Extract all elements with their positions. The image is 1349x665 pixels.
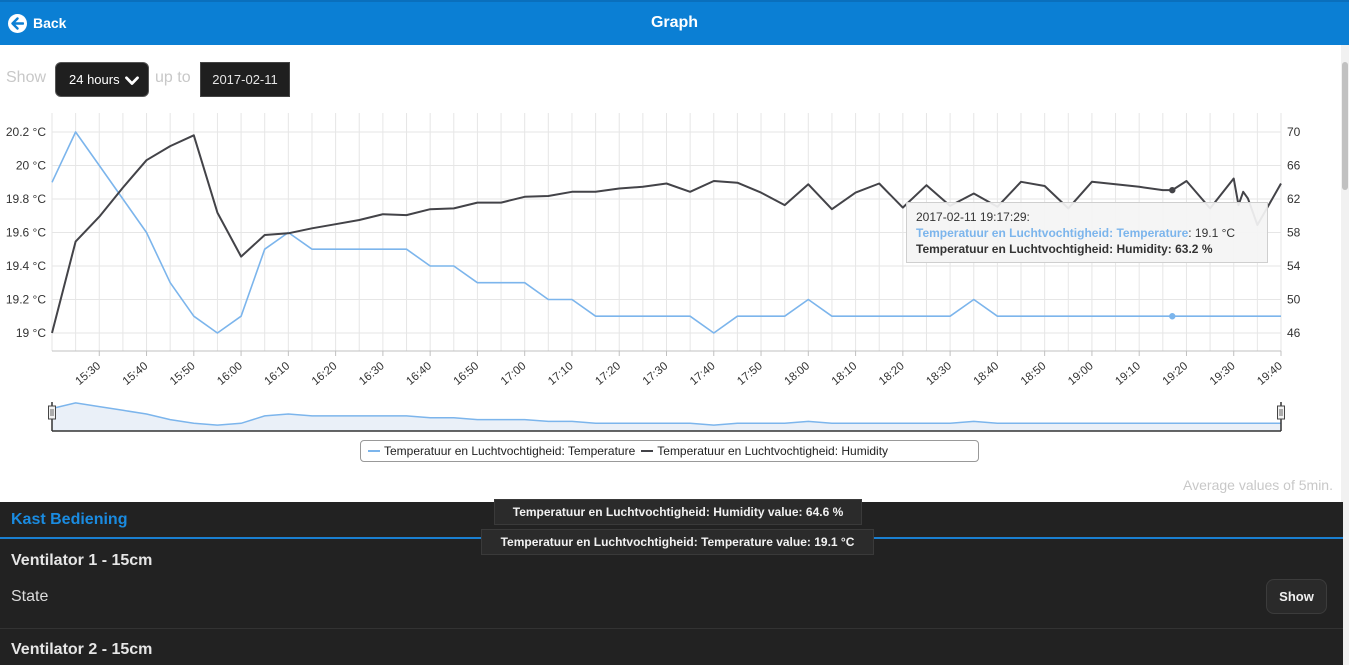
y-tick-label-right: 70.2 % xyxy=(1287,125,1300,139)
x-tick-label: 18:40 xyxy=(972,360,1002,388)
arrow-left-icon xyxy=(8,13,27,33)
navigator-area xyxy=(52,402,1281,431)
y-tick-label-right: 46 % xyxy=(1287,326,1300,340)
x-tick-label: 18:10 xyxy=(830,360,860,388)
hover-marker-humidity xyxy=(1169,186,1176,194)
y-tick-label-left: 19.8 °C xyxy=(6,192,46,206)
row-divider xyxy=(0,628,1343,629)
panel-title: Kast Bediening xyxy=(11,511,128,528)
y-tick-label-right: 58.1 % xyxy=(1287,226,1300,240)
x-tick-label: 17:20 xyxy=(593,360,623,388)
x-tick-label: 19:10 xyxy=(1113,360,1143,388)
tooltip-temp-value: : 19.1 °C xyxy=(1188,226,1236,240)
show-label: Show xyxy=(6,69,47,86)
hover-tooltip-temperature: Temperatuur en Luchtvochtigheid: Tempera… xyxy=(481,529,874,555)
average-note: Average values of 5min. xyxy=(1183,477,1333,493)
x-tick-label: 17:10 xyxy=(546,360,576,388)
x-tick-label: 16:10 xyxy=(263,360,293,388)
chart-tooltip: 2017-02-11 19:17:29: Temperatuur en Luch… xyxy=(906,202,1268,263)
x-tick-label: 16:00 xyxy=(215,360,245,388)
y-tick-label-left: 19 °C xyxy=(16,326,46,340)
line-chart[interactable]: 19 °C 19.2 °C 19.4 °C 19.6 °C 19.8 °C 20 °C 20… xyxy=(0,105,1300,440)
page-title: Graph xyxy=(650,14,699,31)
x-tick-label: 15:50 xyxy=(168,360,198,388)
hover-marker-temperature xyxy=(1169,313,1176,320)
back-label: Back xyxy=(33,15,67,31)
tooltip-hum-value: : 63.2 % xyxy=(1167,242,1213,256)
x-tick-label: 17:30 xyxy=(641,360,671,388)
x-tick-label: 19:40 xyxy=(1255,360,1285,388)
y-tick-label-right: 54.07 % xyxy=(1287,259,1300,273)
series-line-humidity xyxy=(51,134,1282,334)
range-select[interactable]: 24 hours xyxy=(55,62,149,97)
scrollbar-track[interactable] xyxy=(1341,45,1349,665)
legend-line-icon xyxy=(368,450,380,452)
x-tick-label: 19:30 xyxy=(1208,360,1238,388)
tooltip-temp-name: Temperatuur en Luchtvochtigheid: Tempera… xyxy=(916,226,1189,240)
x-tick-label: 17:00 xyxy=(499,360,529,388)
navigator-handle-left[interactable] xyxy=(48,405,56,420)
hover-tooltip-humidity: Temperatuur en Luchtvochtigheid: Humidit… xyxy=(494,499,862,525)
y-tick-label-left: 20.2 °C xyxy=(6,125,46,139)
x-tick-label: 16:50 xyxy=(452,360,482,388)
tooltip-temp-row: Temperatuur en Luchtvochtigheid: Tempera… xyxy=(916,225,1258,241)
y-tick-label-right: 50.03 % xyxy=(1287,293,1300,307)
x-tick-label: 18:50 xyxy=(1019,360,1049,388)
y-tick-label-left: 20 °C xyxy=(16,159,46,173)
device-name: Ventilator 1 - 15cm xyxy=(11,552,153,569)
date-picker[interactable]: 2017-02-11 xyxy=(200,62,290,97)
x-tick-label: 17:40 xyxy=(688,360,718,388)
y-tick-label-left: 19.2 °C xyxy=(6,293,46,307)
legend-label-temperature: Temperatuur en Luchtvochtigheid: Tempera… xyxy=(384,444,636,458)
legend-line-icon xyxy=(641,450,654,452)
chevron-down-icon xyxy=(125,74,139,89)
x-tick-label: 16:20 xyxy=(310,360,340,388)
y-tick-label-right: 66.17 % xyxy=(1287,159,1300,173)
tooltip-time: 2017-02-11 19:17:29: xyxy=(916,210,1030,224)
y-tick-label-right: 62.13 % xyxy=(1287,192,1300,206)
y-tick-label-left: 19.6 °C xyxy=(6,226,46,240)
y-tick-label-left: 19.4 °C xyxy=(6,259,46,273)
back-button[interactable]: Back xyxy=(8,12,66,34)
tooltip-hum-name: Temperatuur en Luchtvochtigheid: Humidit… xyxy=(916,242,1168,256)
device-name: Ventilator 2 - 15cm xyxy=(11,641,153,658)
navigator-handle-right[interactable] xyxy=(1277,405,1285,420)
x-tick-label: 15:40 xyxy=(121,360,151,388)
x-tick-label: 18:20 xyxy=(877,360,907,388)
navigator-line xyxy=(51,402,1281,426)
x-tick-label: 18:30 xyxy=(924,360,954,388)
legend-label-humidity: Temperatuur en Luchtvochtigheid: Humidit… xyxy=(657,444,889,458)
x-tick-label: 16:40 xyxy=(404,360,434,388)
show-button[interactable]: Show xyxy=(1266,579,1327,614)
x-tick-label: 19:20 xyxy=(1161,360,1191,388)
range-value: 24 hours xyxy=(69,72,120,87)
control-panel: Kast Bediening Ventilator 1 - 15cm State… xyxy=(0,502,1343,665)
upto-label: up to xyxy=(155,69,191,86)
legend-item-temperature[interactable]: Temperatuur en Luchtvochtigheid: Tempera… xyxy=(368,444,635,458)
x-tick-label: 19:00 xyxy=(1066,360,1096,388)
tooltip-hum-row: Temperatuur en Luchtvochtigheid: Humidit… xyxy=(916,241,1258,257)
series-line-temperature xyxy=(51,131,1281,334)
x-tick-label: 16:30 xyxy=(357,360,387,388)
scrollbar-thumb[interactable] xyxy=(1342,62,1348,190)
chart-legend: Temperatuur en Luchtvochtigheid: Tempera… xyxy=(360,440,979,462)
legend-item-humidity[interactable]: Temperatuur en Luchtvochtigheid: Humidit… xyxy=(641,444,888,458)
top-bar: Back Graph xyxy=(0,0,1349,45)
x-tick-label: 18:00 xyxy=(782,360,812,388)
state-label: State xyxy=(11,588,49,605)
x-tick-label: 17:50 xyxy=(735,360,765,388)
x-tick-label: 15:30 xyxy=(73,360,103,388)
